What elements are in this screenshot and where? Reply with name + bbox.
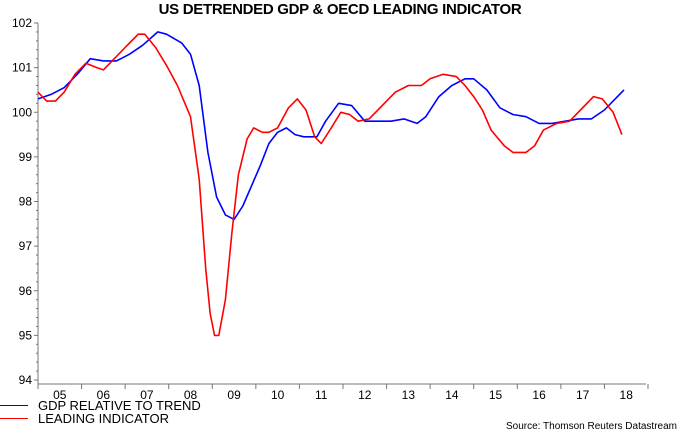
x-tick-label: 05 xyxy=(53,388,67,402)
legend-swatch-red xyxy=(0,418,28,419)
series-line-leading-indicator xyxy=(37,33,623,337)
y-tick-label: 94 xyxy=(19,373,33,387)
x-tick-label: 06 xyxy=(97,388,111,402)
x-tick-label: 16 xyxy=(532,388,546,402)
source-note: Source: Thomson Reuters Datastream xyxy=(505,421,677,432)
y-tick-label: 97 xyxy=(19,239,33,253)
legend-label: LEADING INDICATOR xyxy=(38,411,169,426)
x-tick-label: 18 xyxy=(620,388,634,402)
y-tick-label: 98 xyxy=(19,195,33,209)
y-tick-label: 96 xyxy=(19,284,33,298)
y-tick-label: 102 xyxy=(12,16,32,30)
x-tick-label: 11 xyxy=(315,388,328,402)
legend-item-leading: LEADING INDICATOR xyxy=(0,411,169,426)
y-tick-label: 100 xyxy=(12,105,32,119)
y-tick-label: 95 xyxy=(19,328,33,342)
x-tick-label: 13 xyxy=(402,388,416,402)
legend-item-gdp: GDP RELATIVE TO TREND xyxy=(0,398,201,413)
chart-title: US DETRENDED GDP & OECD LEADING INDICATO… xyxy=(158,1,522,18)
y-tick-label: 99 xyxy=(19,150,33,164)
x-tick-label: 12 xyxy=(358,388,372,402)
x-tick-label: 15 xyxy=(489,388,503,402)
x-tick-label: 10 xyxy=(271,388,285,402)
x-tick-label: 07 xyxy=(140,388,154,402)
legend-label: GDP RELATIVE TO TREND xyxy=(38,398,201,413)
x-tick-label: 14 xyxy=(445,388,459,402)
y-tick-label: 101 xyxy=(12,61,32,75)
x-tick-label: 09 xyxy=(227,388,241,402)
series-line-gdp xyxy=(37,31,625,221)
x-tick-label: 17 xyxy=(576,388,590,402)
x-tick-label: 08 xyxy=(184,388,198,402)
legend-swatch-blue xyxy=(0,405,28,406)
